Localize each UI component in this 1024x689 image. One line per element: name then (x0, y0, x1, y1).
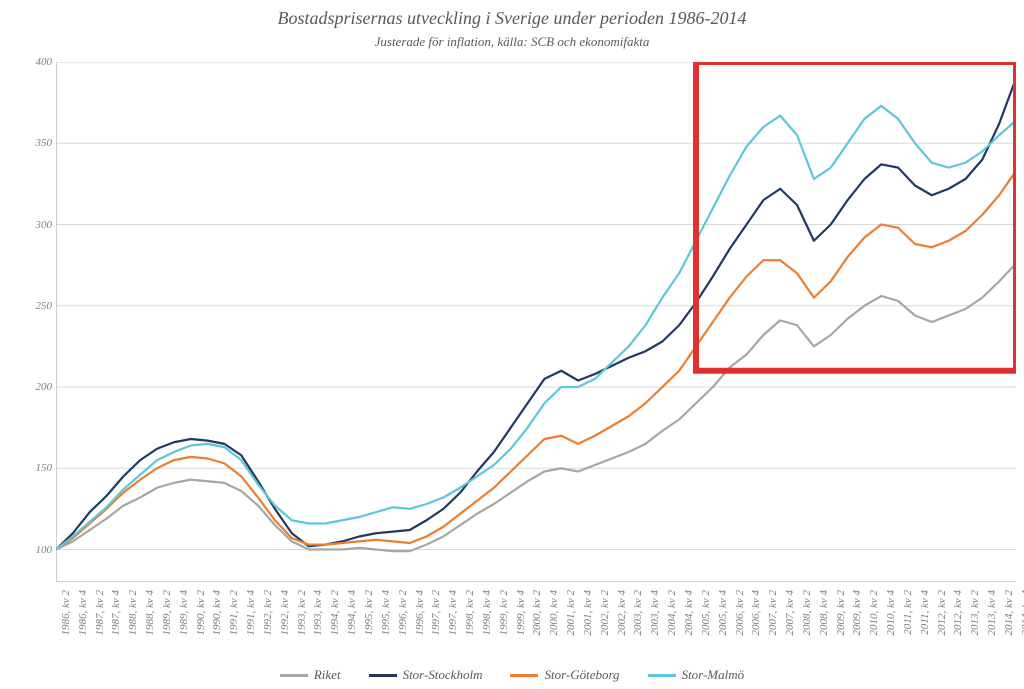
x-tick-label: 1988, kv 4 (144, 590, 156, 636)
x-tick-label: 1997, kv 2 (430, 590, 442, 636)
x-tick-label: 1993, kv 2 (296, 590, 308, 636)
x-tick-label: 2000, kv 4 (548, 590, 560, 636)
x-tick-label: 1990, kv 4 (211, 590, 223, 636)
legend-item: Stor-Stockholm (369, 667, 483, 683)
x-tick-label: 2009, kv 4 (851, 590, 863, 636)
x-tick-label: 1987, kv 4 (110, 590, 122, 636)
y-tick-label: 350 (0, 137, 52, 149)
x-tick-label: 2010, kv 4 (885, 590, 897, 636)
x-tick-label: 1999, kv 4 (515, 590, 527, 636)
x-tick-label: 2007, kv 4 (784, 590, 796, 636)
x-tick-label: 1992, kv 4 (279, 590, 291, 636)
legend-item: Riket (280, 667, 341, 683)
legend-swatch (369, 674, 397, 677)
x-tick-label: 1986, kv 2 (60, 590, 72, 636)
legend-label: Stor-Göteborg (544, 667, 619, 683)
x-tick-label: 2013, kv 4 (986, 590, 998, 636)
chart-svg (56, 62, 1016, 582)
legend-label: Stor-Stockholm (403, 667, 483, 683)
x-tick-label: 2003, kv 4 (649, 590, 661, 636)
y-tick-label: 400 (0, 56, 52, 68)
x-tick-label: 1989, kv 4 (178, 590, 190, 636)
x-tick-label: 1996, kv 2 (397, 590, 409, 636)
x-tick-label: 2006, kv 4 (750, 590, 762, 636)
legend-swatch (510, 674, 538, 677)
chart-subtitle: Justerade för inflation, källa: SCB och … (0, 34, 1024, 50)
x-tick-label: 2011, kv 4 (919, 590, 931, 635)
x-tick-label: 2001, kv 4 (582, 590, 594, 636)
x-tick-label: 2014, kv 2 (1003, 590, 1015, 636)
legend: Riket Stor-Stockholm Stor-Göteborg Stor-Mal… (0, 665, 1024, 684)
y-tick-label: 150 (0, 462, 52, 474)
x-tick-label: 1996, kv 4 (414, 590, 426, 636)
x-tick-label: 2008, kv 4 (818, 590, 830, 636)
legend-item: Stor-Göteborg (510, 667, 619, 683)
x-tick-label: 2014, kv 4 (1020, 590, 1024, 636)
x-tick-label: 1994, kv 2 (329, 590, 341, 636)
x-tick-label: 2004, kv 4 (683, 590, 695, 636)
x-tick-label: 2000, kv 2 (531, 590, 543, 636)
chart-container: Bostadsprisernas utveckling i Sverige un… (0, 0, 1024, 689)
chart-title: Bostadsprisernas utveckling i Sverige un… (0, 8, 1024, 29)
x-tick-label: 1998, kv 4 (481, 590, 493, 636)
y-tick-label: 100 (0, 544, 52, 556)
x-tick-label: 2011, kv 2 (902, 590, 914, 635)
x-tick-label: 1997, kv 4 (447, 590, 459, 636)
legend-label: Stor-Malmö (682, 667, 745, 683)
legend-swatch (280, 674, 308, 677)
x-tick-label: 1988, kv 2 (127, 590, 139, 636)
x-tick-label: 2013, kv 2 (969, 590, 981, 636)
x-tick-label: 2006, kv 2 (734, 590, 746, 636)
x-tick-label: 1991, kv 2 (228, 590, 240, 636)
x-tick-label: 1987, kv 2 (94, 590, 106, 636)
x-tick-label: 2005, kv 2 (700, 590, 712, 636)
x-tick-label: 1991, kv 4 (245, 590, 257, 636)
x-tick-label: 1993, kv 4 (312, 590, 324, 636)
x-tick-label: 1995, kv 4 (380, 590, 392, 636)
x-tick-label: 2005, kv 4 (717, 590, 729, 636)
x-tick-label: 2012, kv 2 (936, 590, 948, 636)
x-tick-label: 2002, kv 4 (616, 590, 628, 636)
x-tick-label: 1999, kv 2 (498, 590, 510, 636)
x-tick-label: 1994, kv 4 (346, 590, 358, 636)
x-tick-label: 2003, kv 2 (632, 590, 644, 636)
legend-label: Riket (314, 667, 341, 683)
x-tick-label: 2012, kv 4 (952, 590, 964, 636)
plot-area (56, 62, 1016, 582)
x-tick-label: 2001, kv 2 (565, 590, 577, 636)
x-tick-label: 2008, kv 2 (801, 590, 813, 636)
y-tick-label: 250 (0, 300, 52, 312)
x-tick-label: 2009, kv 2 (835, 590, 847, 636)
x-tick-label: 1995, kv 2 (363, 590, 375, 636)
x-tick-label: 2002, kv 2 (599, 590, 611, 636)
x-tick-label: 1986, kv 4 (77, 590, 89, 636)
legend-swatch (648, 674, 676, 677)
x-tick-label: 1989, kv 2 (161, 590, 173, 636)
x-tick-label: 2004, kv 2 (666, 590, 678, 636)
legend-item: Stor-Malmö (648, 667, 745, 683)
x-tick-label: 2010, kv 2 (868, 590, 880, 636)
y-tick-label: 300 (0, 219, 52, 231)
y-tick-label: 200 (0, 381, 52, 393)
x-tick-label: 1992, kv 2 (262, 590, 274, 636)
x-tick-label: 1990, kv 2 (195, 590, 207, 636)
x-tick-label: 2007, kv 2 (767, 590, 779, 636)
x-tick-label: 1998, kv 2 (464, 590, 476, 636)
